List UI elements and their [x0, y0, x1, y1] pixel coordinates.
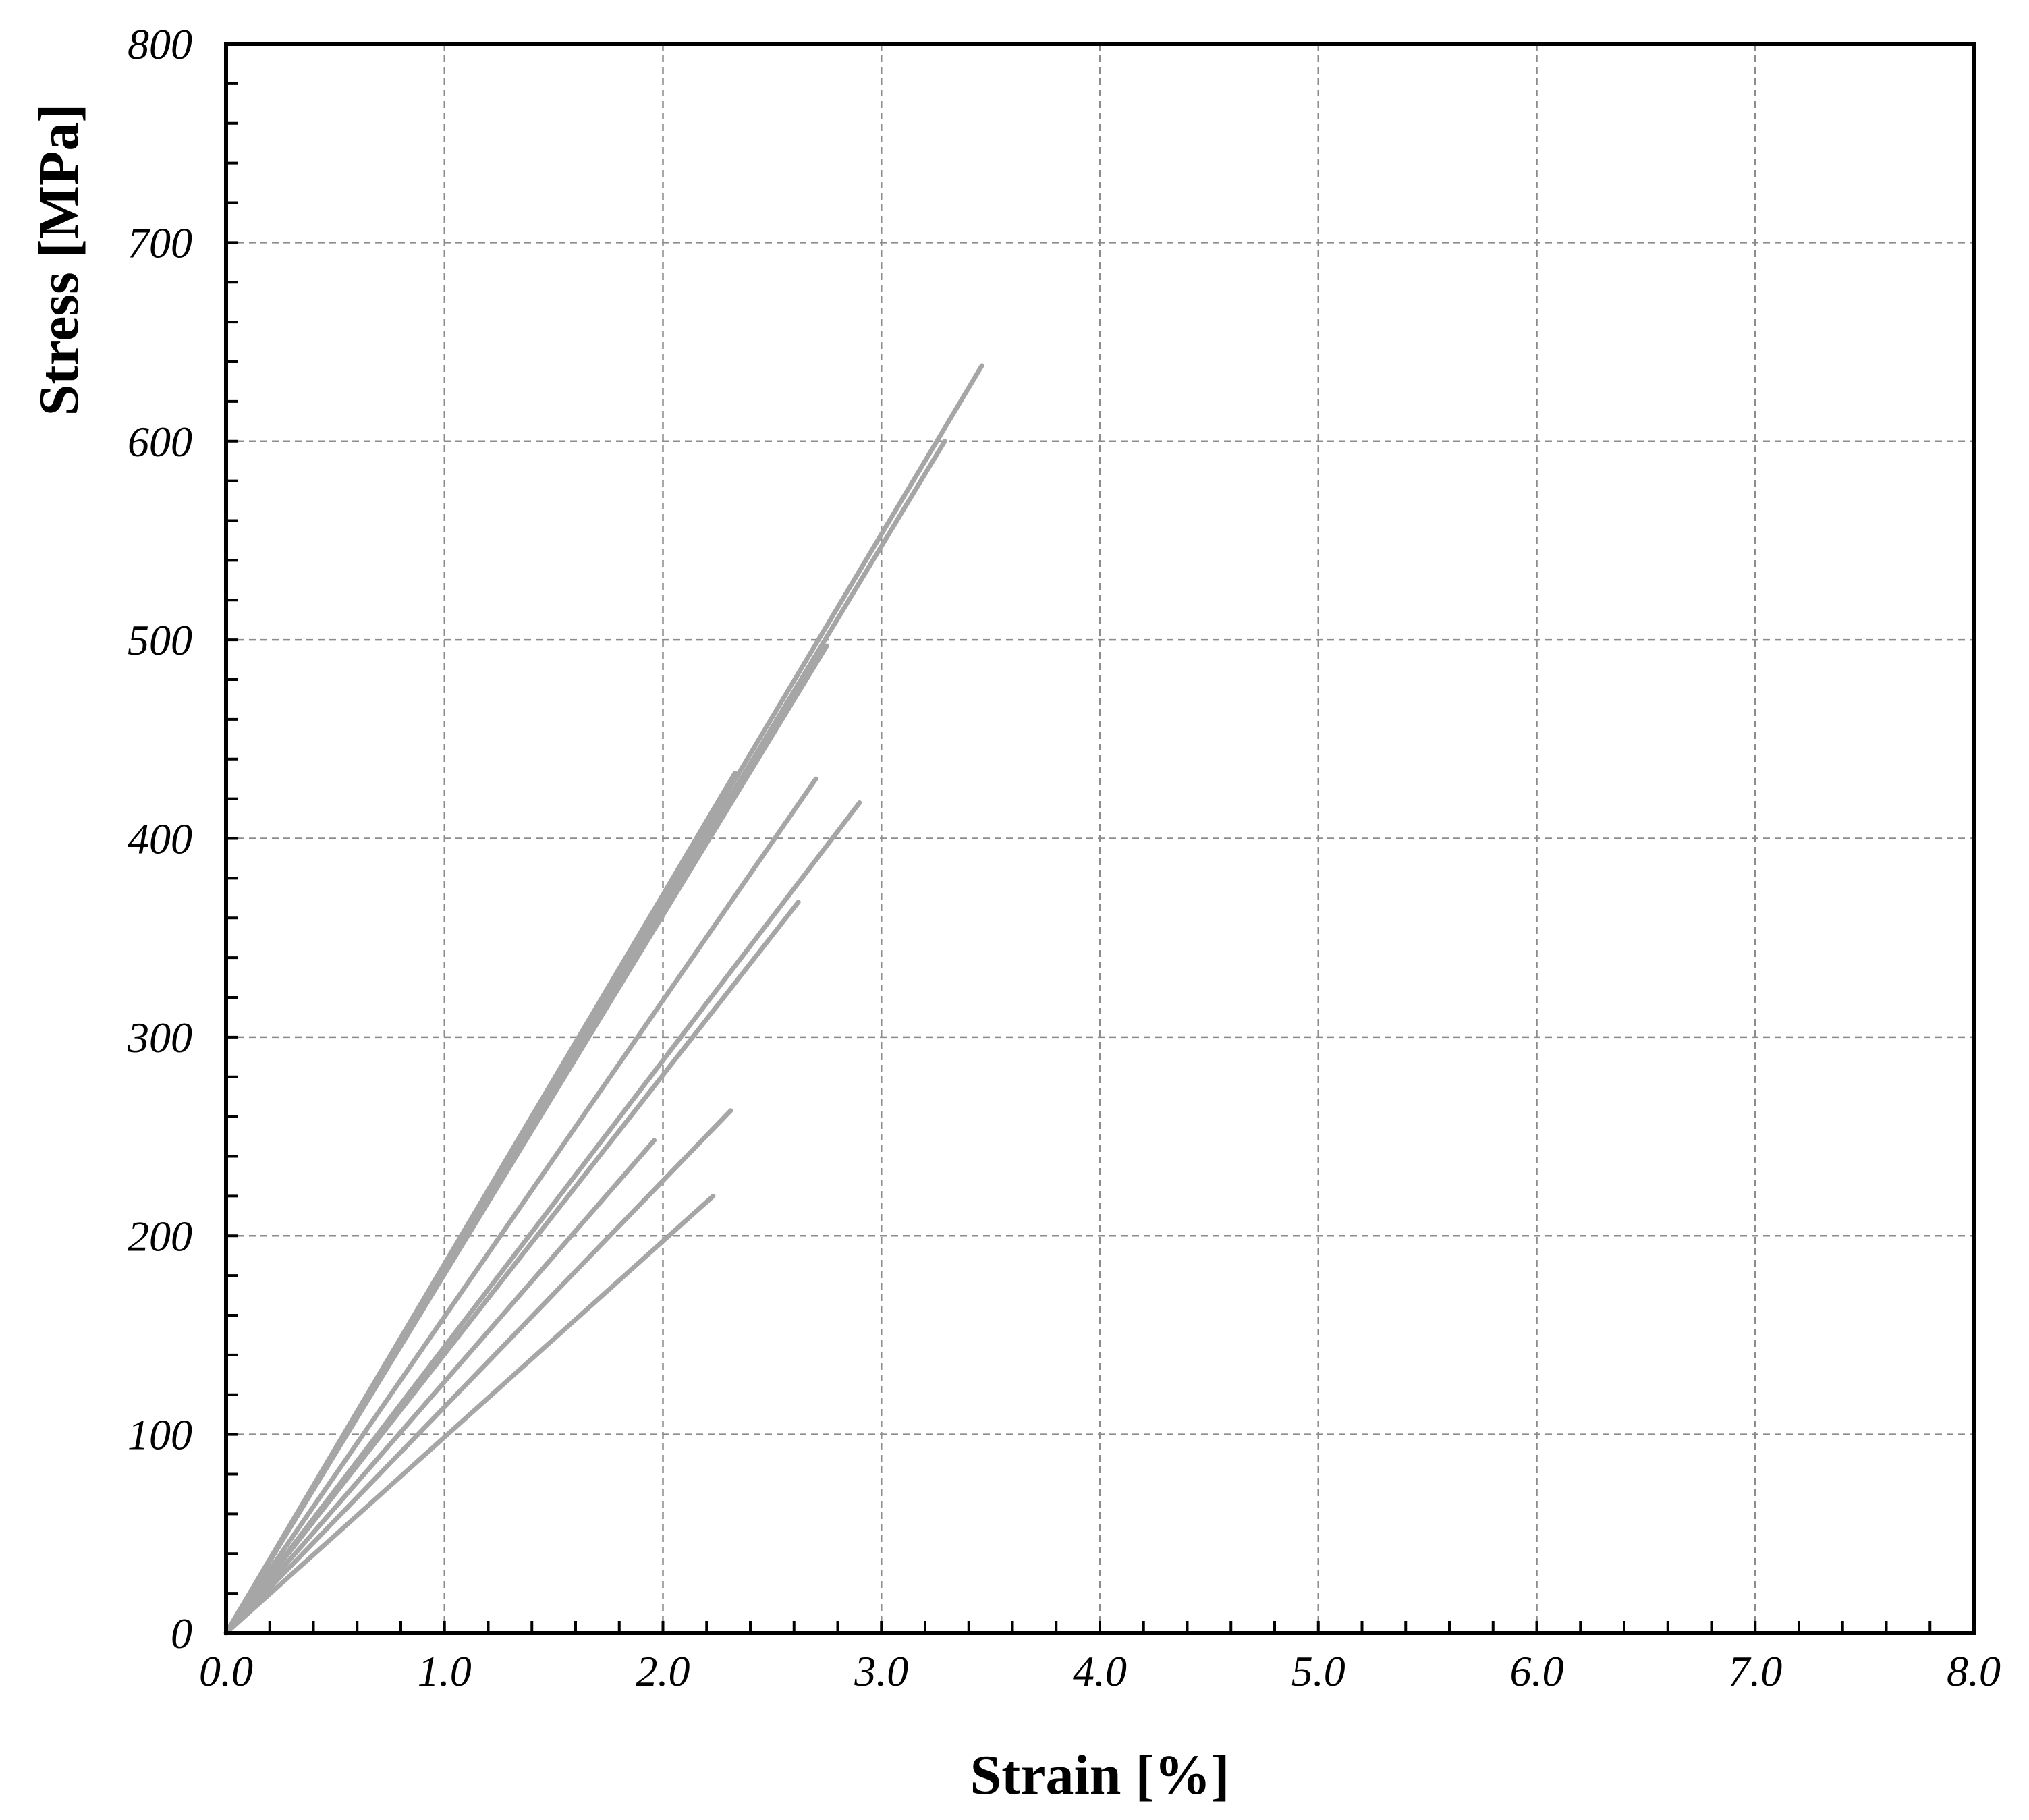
series-line-11: [223, 1193, 716, 1636]
y-axis-title: Stress [MPa]: [28, 104, 90, 416]
grid-lines: [226, 44, 1974, 1633]
series-line-8: [223, 900, 801, 1636]
y-tick-labels: 0 100 200 300 400 500 600 700 800: [127, 20, 192, 1657]
y-tick-label: 400: [128, 815, 192, 863]
series-line-6: [223, 776, 818, 1636]
x-axis-title: Strain [%]: [970, 1744, 1230, 1807]
x-tick-label: 1.0: [418, 1647, 472, 1695]
x-tick-label: 8.0: [1947, 1647, 2001, 1695]
x-tick-label: 6.0: [1510, 1647, 1564, 1695]
y-tick-label: 800: [128, 20, 192, 68]
y-tick-label: 300: [127, 1014, 192, 1061]
y-tick-label: 700: [128, 219, 192, 267]
data-series: [223, 363, 984, 1636]
y-tick-label: 200: [128, 1212, 192, 1260]
x-tick-label: 0.0: [199, 1647, 253, 1695]
x-tick-labels: 0.0 1.0 2.0 3.0 4.0 5.0 6.0 7.0 8.0: [199, 1647, 2001, 1695]
y-tick-label: 0: [171, 1609, 192, 1657]
y-tick-label: 100: [128, 1411, 192, 1459]
series-line-10: [223, 1138, 657, 1636]
series-line-9: [223, 1108, 733, 1636]
x-tick-label: 5.0: [1291, 1647, 1345, 1695]
series-line-5: [223, 792, 731, 1636]
x-tick-label: 3.0: [854, 1647, 908, 1695]
x-tick-label: 7.0: [1728, 1647, 1782, 1695]
x-tick-label: 2.0: [636, 1647, 690, 1695]
x-tick-label: 4.0: [1073, 1647, 1127, 1695]
y-tick-label: 500: [128, 616, 192, 664]
plot-frame: [224, 42, 1976, 1635]
y-tick-label: 600: [128, 418, 192, 466]
